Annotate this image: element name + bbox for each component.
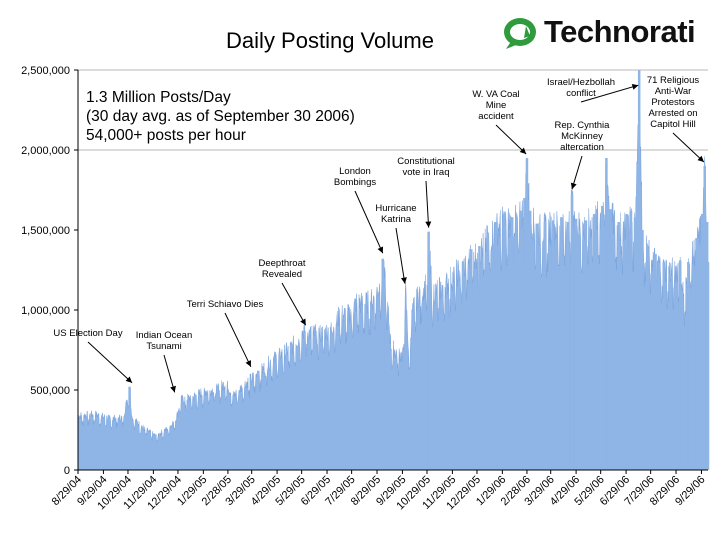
- annotation-arrow: [354, 190, 384, 254]
- y-tick-label: 1,000,000: [21, 305, 70, 317]
- technorati-logo-icon: [504, 18, 536, 49]
- annotation-arrow: [395, 227, 406, 284]
- annotation-label: Deepthroat Revealed: [258, 258, 306, 280]
- annotation-label: 71 Religious Anti-War Protestors Arreste…: [646, 75, 700, 130]
- annotation-label: W. VA Coal Mine accident: [472, 89, 520, 122]
- annotation-label: Hurricane Katrina: [375, 203, 417, 225]
- annotation-arrowhead: [300, 318, 306, 326]
- annotation-arrowhead: [377, 246, 384, 254]
- y-tick-label: 2,500,000: [21, 65, 70, 77]
- stats-line: (30 day avg. as of September 30 2006): [86, 108, 355, 125]
- annotation-arrow: [224, 312, 252, 368]
- annotation-arrowhead: [519, 147, 527, 154]
- annotation-label: London Bombings: [333, 166, 377, 188]
- annotation-label: Indian Ocean Tsunami: [135, 330, 193, 352]
- annotation-arrowhead: [170, 385, 176, 393]
- annotation-arrow: [425, 180, 430, 228]
- brand-name: Technorati: [544, 14, 696, 49]
- annotation-label: Constitutional vote in Iraq: [397, 156, 455, 178]
- annotation-arrow: [87, 341, 133, 384]
- annotation-arrow: [495, 124, 527, 155]
- annotation-arrowhead: [631, 84, 639, 90]
- annotation-label: Israel/Hezbollah conflict: [546, 77, 616, 99]
- annotation-label: US Election Day: [53, 328, 123, 339]
- annotation-arrowhead: [245, 360, 251, 367]
- annotation-arrow: [672, 132, 705, 163]
- chart-title: Daily Posting Volume: [226, 28, 434, 53]
- annotation-arrow: [163, 354, 176, 393]
- stats-block: 1.3 Million Posts/Day (30 day avg. as of…: [86, 88, 355, 145]
- stats-line: 1.3 Million Posts/Day: [86, 89, 231, 106]
- annotation-arrowhead: [697, 155, 704, 162]
- annotation-arrowhead: [125, 376, 133, 383]
- stats-line: 54,000+ posts per hour: [86, 127, 246, 144]
- annotation-label: Terri Schiavo Dies: [186, 299, 264, 310]
- annotation-label: Rep. Cynthia McKinney altercation: [554, 120, 610, 153]
- annotation-arrowhead: [425, 221, 432, 228]
- y-tick-label: 0: [64, 465, 70, 477]
- annotation-arrowhead: [570, 182, 577, 190]
- y-tick-label: 500,000: [30, 385, 70, 397]
- y-tick-label: 2,000,000: [21, 145, 70, 157]
- annotation-arrow: [580, 84, 639, 103]
- posts-area-series: [77, 114, 709, 471]
- y-tick-label: 1,500,000: [21, 225, 70, 237]
- annotation-arrow: [281, 282, 307, 326]
- annotation-arrowhead: [400, 277, 407, 284]
